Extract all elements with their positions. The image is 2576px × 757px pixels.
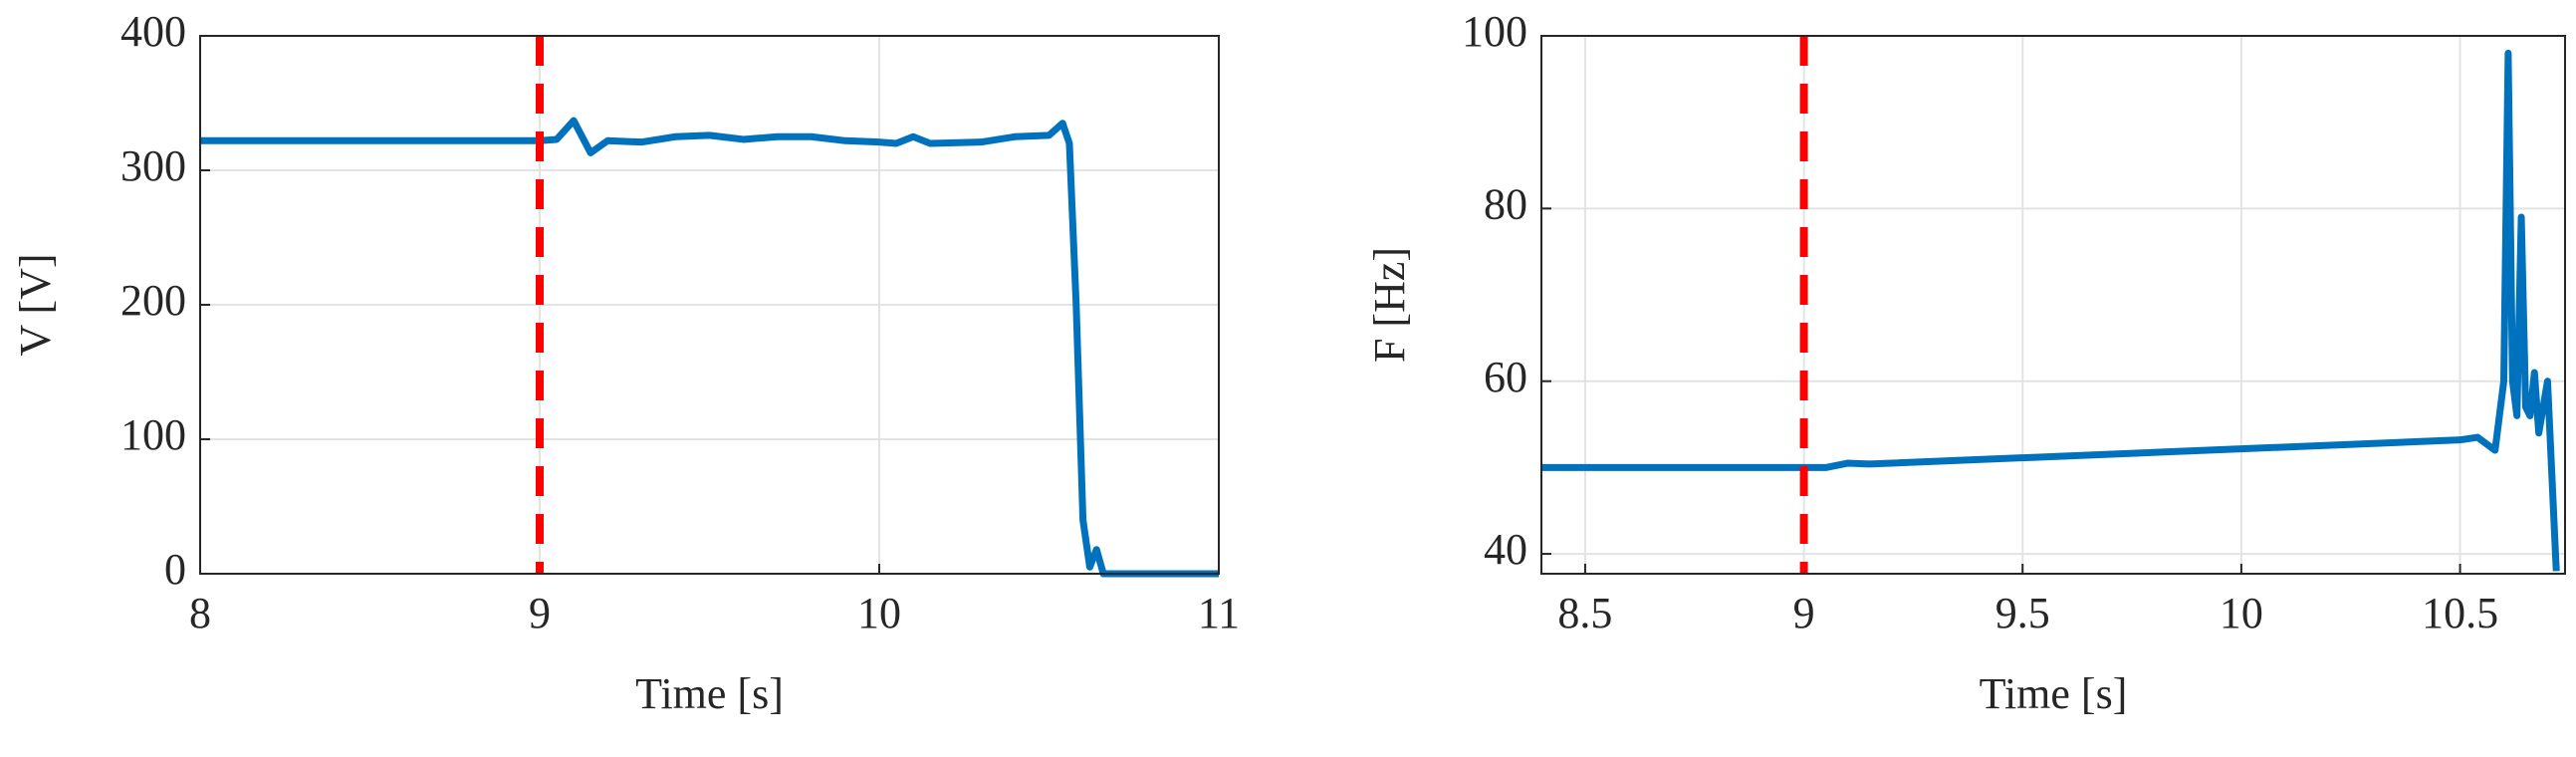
x-tick-label: 10 <box>2220 589 2263 637</box>
x-tick-label: 9.5 <box>1995 589 2050 637</box>
y-axis-label: V [V] <box>11 253 60 356</box>
y-tick-label: 80 <box>1484 179 1527 228</box>
y-tick-label: 0 <box>164 545 186 594</box>
y-tick-label: 300 <box>120 141 186 190</box>
data-line <box>1541 49 2560 572</box>
x-tick-label: 9 <box>1793 589 1815 637</box>
y-tick-label: 60 <box>1484 353 1527 401</box>
x-axis-label: Time [s] <box>635 669 784 718</box>
y-tick-label: 200 <box>120 276 186 325</box>
y-tick-label: 40 <box>1484 525 1527 574</box>
x-tick-label: 10 <box>857 589 901 637</box>
y-tick-label: 100 <box>120 410 186 459</box>
y-tick-label: 100 <box>1462 7 1527 56</box>
x-tick-label: 8.5 <box>1557 589 1612 637</box>
plot-frame <box>1540 35 2566 575</box>
y-axis-label: F [Hz] <box>1365 247 1414 363</box>
x-tick-label: 11 <box>1198 589 1240 637</box>
plot-frame <box>199 35 1220 575</box>
x-tick-label: 9 <box>529 589 551 637</box>
x-tick-label: 8 <box>189 589 211 637</box>
y-tick-label: 400 <box>120 7 186 56</box>
x-tick-label: 10.5 <box>2422 589 2498 637</box>
x-axis-label: Time [s] <box>1980 669 2128 718</box>
data-line <box>200 117 1219 578</box>
